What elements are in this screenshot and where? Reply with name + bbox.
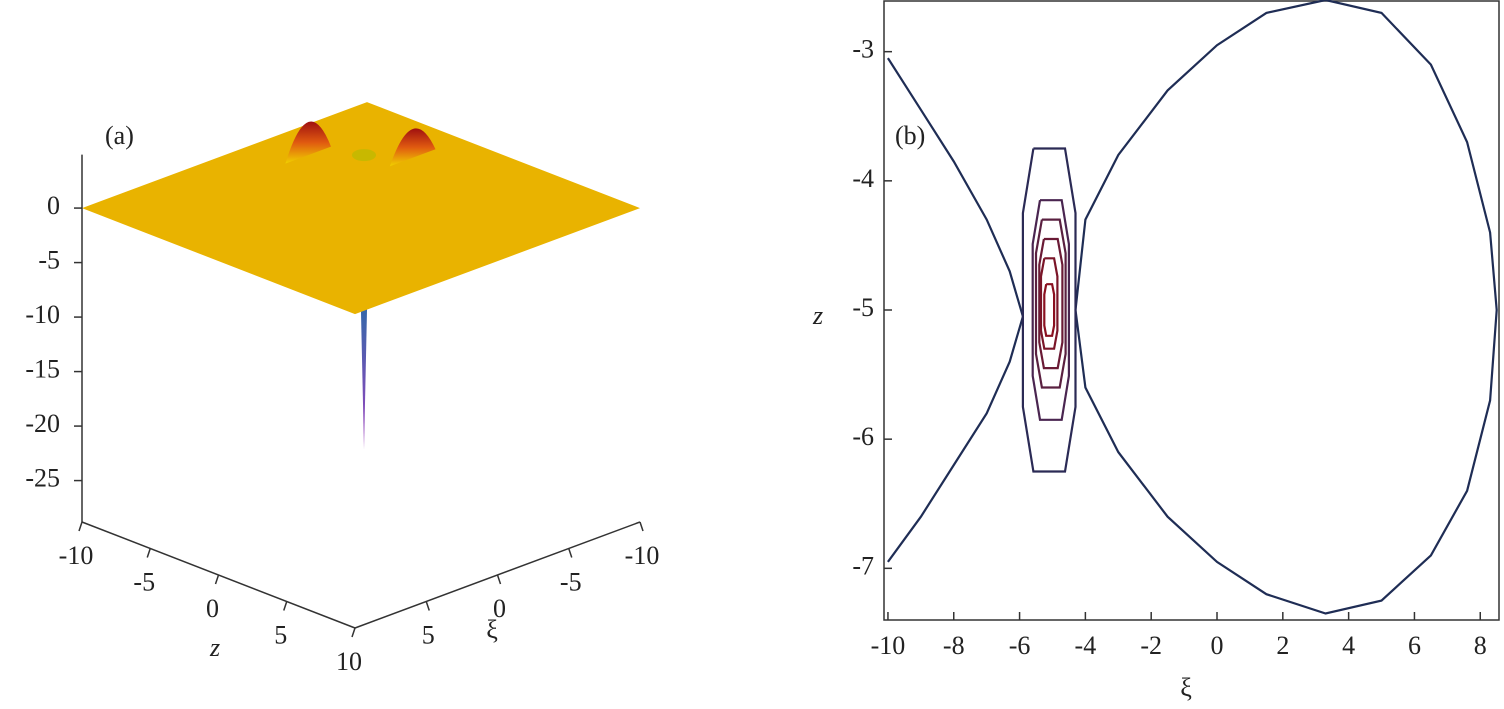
x-tick	[496, 574, 502, 585]
z-tick-label: -5	[38, 246, 60, 275]
x-tick-label: 0	[493, 594, 506, 623]
y-tick-label: -5	[133, 567, 155, 596]
x-tick	[425, 601, 430, 611]
x-tick-label: 8	[1474, 631, 1487, 660]
y-tick	[214, 574, 220, 585]
plot-frame	[883, 0, 1500, 621]
contour-line	[1039, 257, 1059, 350]
y-tick	[283, 601, 288, 611]
y-tick-label: -6	[852, 422, 874, 451]
contour-line	[1038, 237, 1064, 370]
peak	[389, 128, 436, 167]
surface-dip	[352, 149, 376, 162]
y-tick-label: 10	[336, 647, 362, 676]
y-axis-label: z	[812, 301, 823, 330]
x-tick-label: -6	[1009, 631, 1031, 660]
x-tick-label: 6	[1408, 631, 1421, 660]
y-tick-label: -7	[852, 551, 874, 580]
z-tick-label: -10	[25, 300, 60, 329]
y-tick-label: -5	[852, 293, 874, 322]
z-tick-label: 0	[47, 191, 60, 220]
x-tick	[568, 548, 573, 558]
x-tick-label: -2	[1140, 631, 1162, 660]
y-tick	[146, 548, 151, 558]
x-tick-label: -8	[943, 631, 965, 660]
z-tick-label: -25	[25, 464, 60, 493]
y-tick	[351, 627, 356, 638]
x-tick-label: -5	[560, 567, 582, 596]
contour-line	[1021, 147, 1077, 473]
y-tick-label: -4	[852, 164, 874, 193]
peak	[285, 121, 331, 164]
x-tick	[639, 521, 644, 532]
x-tick-label: -10	[625, 541, 660, 570]
surface-plane	[82, 102, 640, 315]
contour-line	[1031, 199, 1070, 421]
x-axis-label: ξ	[1180, 673, 1192, 702]
y-tick-label: -3	[852, 35, 874, 64]
contour-line	[1043, 283, 1056, 337]
y-tick-label: 5	[274, 620, 287, 649]
panel-label: (a)	[105, 121, 134, 150]
x-tick-label: -4	[1075, 631, 1097, 660]
y-tick-label: 0	[206, 594, 219, 623]
x-tick-label: 0	[1211, 631, 1224, 660]
z-tick-label: -20	[25, 409, 60, 438]
y-tick-label: -10	[59, 541, 94, 570]
y-axis-label: z	[209, 633, 220, 662]
x-tick-label: 4	[1342, 631, 1355, 660]
y-tick	[78, 521, 83, 532]
x-axis-label: ξ	[486, 615, 498, 644]
x-tick-label: -10	[871, 631, 906, 660]
x-tick-label: 5	[422, 620, 435, 649]
z-tick-label: -15	[25, 355, 60, 384]
contour-line	[1034, 218, 1067, 389]
x-tick-label: 2	[1276, 631, 1289, 660]
contour-line	[1074, 0, 1498, 615]
panel-label: (b)	[895, 121, 925, 150]
